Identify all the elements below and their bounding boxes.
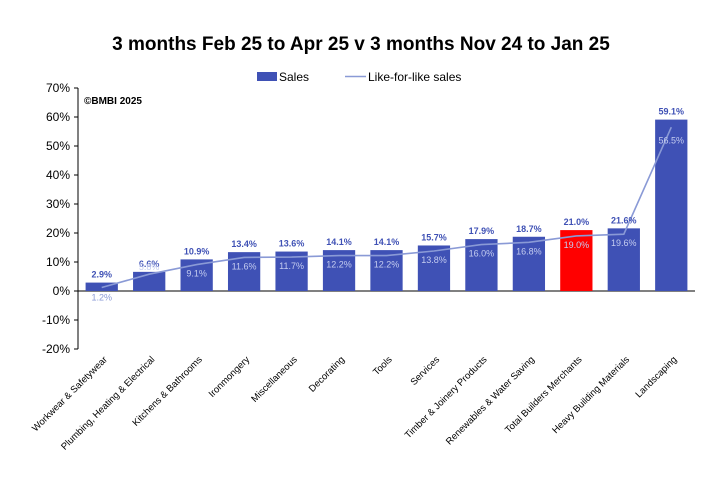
category-label: Decorating	[307, 354, 347, 394]
bar-value-label: 15.7%	[421, 232, 447, 242]
y-tick-label: 10%	[46, 255, 70, 269]
bar-value-label: 13.6%	[279, 239, 305, 249]
chart-title: 3 months Feb 25 to Apr 25 v 3 months Nov…	[112, 34, 610, 55]
bar-value-label: 59.1%	[659, 107, 685, 117]
bar	[275, 251, 308, 291]
lfl-value-label: 16.0%	[469, 249, 495, 259]
bar	[417, 245, 451, 291]
bar-value-label: 2.9%	[91, 270, 112, 280]
y-tick-label: 60%	[46, 110, 70, 124]
line-labels: 1.2% 5.8% 9.1% 11.6% 11.7% 12.2% 12.2% 13.8% 16.…	[91, 136, 684, 303]
y-tick-label: 30%	[46, 197, 70, 211]
category-label: Services	[409, 354, 443, 388]
lfl-value-label: 1.2%	[91, 293, 112, 303]
bar-value-label: 21.6%	[611, 215, 637, 225]
lfl-value-label: 5.8%	[139, 262, 160, 272]
legend-label-sales: Sales	[279, 70, 309, 84]
lfl-value-label: 9.1%	[186, 269, 207, 279]
bar-value-label: 14.1%	[326, 237, 352, 247]
category-label: Landscaping	[634, 354, 680, 400]
bar	[607, 228, 640, 291]
category-label: Heavy Building Materials	[550, 354, 632, 436]
bar-value-label: 6.6%	[139, 259, 160, 269]
category-label: Miscellaneous	[249, 354, 300, 405]
legend: Sales Like-for-like sales	[257, 70, 461, 84]
bar-value-label: 18.7%	[516, 224, 542, 234]
lfl-line	[101, 126, 673, 289]
bar	[560, 230, 593, 291]
lfl-value-label: 12.2%	[326, 260, 352, 270]
y-tick-label: 50%	[46, 139, 70, 153]
lfl-value-label: 16.8%	[516, 246, 542, 256]
category-label: Timber & Joinery Products	[403, 354, 490, 441]
category-label: Ironmongery	[207, 354, 253, 400]
legend-label-lfl: Like-for-like sales	[368, 70, 461, 84]
category-label: Tools	[371, 354, 395, 378]
lfl-value-label: 11.7%	[279, 261, 304, 271]
lfl-value-label: 19.6%	[611, 238, 637, 248]
bar	[512, 236, 546, 291]
line-series	[101, 126, 673, 289]
bar	[322, 250, 356, 291]
lfl-value-label: 56.5%	[659, 136, 685, 146]
y-tick-label: -10%	[42, 313, 70, 327]
y-tick-label: 0%	[53, 284, 71, 298]
lfl-value-label: 12.2%	[374, 260, 400, 270]
legend-swatch-sales	[257, 72, 277, 81]
bar-series	[85, 119, 688, 291]
y-tick-label: 20%	[46, 226, 70, 240]
y-tick-label: 70%	[46, 81, 70, 95]
category-label: Plumbing, Heating & Electrical	[59, 354, 157, 452]
bar	[655, 119, 688, 291]
category-label: Renewables & Water Saving	[444, 354, 537, 447]
y-tick-label: -20%	[42, 342, 70, 356]
copyright-text: ©BMBI 2025	[84, 96, 142, 107]
bar-value-label: 21.0%	[564, 217, 590, 227]
bar-value-label: 14.1%	[374, 237, 400, 247]
bar-value-label: 17.9%	[469, 226, 495, 236]
bar	[370, 250, 403, 291]
y-tick-label: 40%	[46, 168, 70, 182]
lfl-value-label: 19.0%	[564, 240, 590, 250]
bar-value-label: 10.9%	[184, 246, 210, 256]
bar-labels: 2.9% 6.6% 10.9% 13.4% 13.6% 14.1% 14.1% 15.7% 17…	[91, 107, 684, 280]
category-label: Workwear & Safetywear	[30, 354, 110, 434]
y-axis: -20% -10% 0% 10% 20% 30% 40% 50% 60% 70%	[42, 81, 695, 356]
bar-value-label: 13.4%	[231, 239, 257, 249]
category-label: Total Builders Merchants	[503, 354, 585, 436]
lfl-value-label: 13.8%	[421, 255, 447, 265]
bar	[465, 239, 498, 291]
lfl-value-label: 11.6%	[232, 261, 257, 271]
